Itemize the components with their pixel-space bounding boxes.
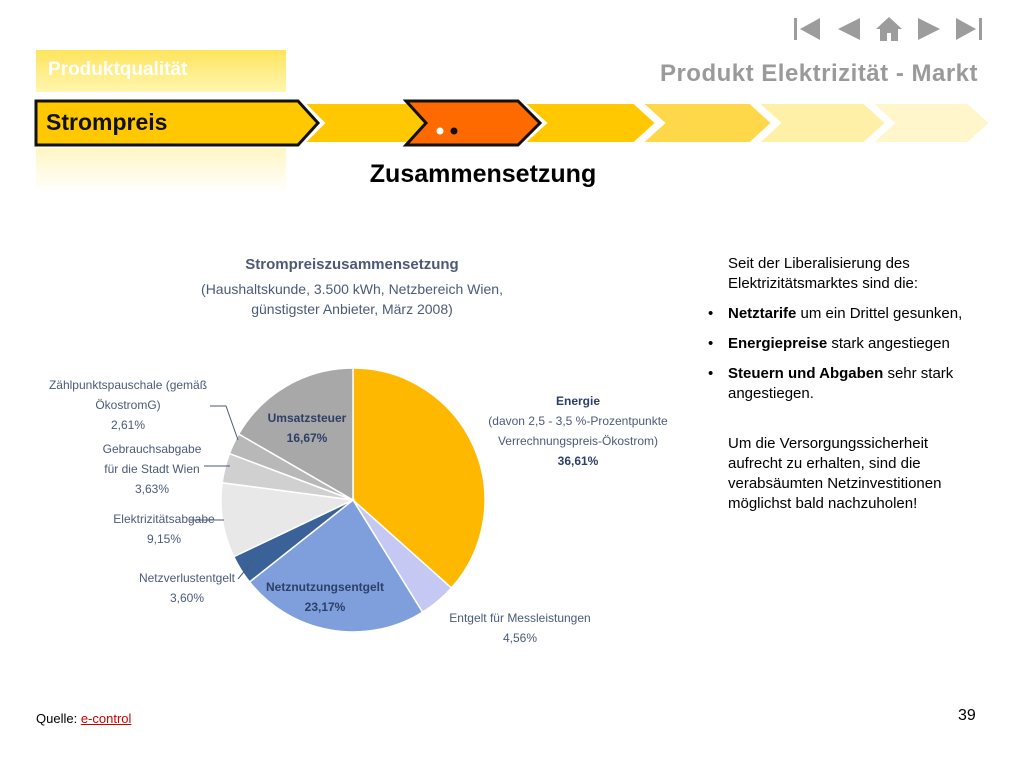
list-item: • Energiepreise stark angestiegen: [708, 335, 950, 352]
current-step-label: Strompreis: [46, 109, 168, 135]
source-link[interactable]: e-control: [80, 711, 132, 726]
slice-label-line: 9,15%: [147, 532, 181, 546]
slice-label-line: für die Stadt Wien: [104, 462, 199, 476]
leader-line: [210, 405, 239, 441]
slice-label: Umsatzsteuer 16,67%: [268, 411, 347, 445]
slice-label-line: Zählpunktspauschale (gemäß: [49, 378, 207, 392]
chevron-step-1[interactable]: [34, 99, 321, 147]
bullet-text: um ein Drittel gesunken,: [796, 305, 963, 322]
source-label: Quelle:: [36, 711, 81, 726]
bullet-bold: Energiepreise: [728, 335, 828, 352]
slice-label-line: 16,67%: [287, 431, 328, 445]
slice-label-line: 3,63%: [135, 482, 169, 496]
first-page-icon[interactable]: [792, 14, 822, 44]
chevron-step-4[interactable]: [521, 102, 658, 144]
slice-label-line: 23,17%: [305, 600, 346, 614]
progress-chevrons: [34, 99, 992, 147]
home-icon[interactable]: [874, 14, 904, 44]
slice-label-line: Umsatzsteuer: [268, 411, 347, 425]
bullet-text: stark angestiegen: [827, 335, 950, 352]
slice-label-line: ÖkostromG): [95, 398, 160, 412]
list-item: • Steuern und Abgaben sehr stark angestie…: [708, 365, 954, 402]
pie-slice: [237, 367, 354, 502]
slice-label-line: Netzverlustentgelt: [139, 571, 236, 585]
slice-label-line: Netznutzungsentgelt: [266, 580, 384, 594]
slice-label-line: (davon 2,5 - 3,5 %-Prozentpunkte: [488, 414, 668, 428]
intro-text: Seit der Liberalisierung des Elektrizitä…: [728, 255, 919, 292]
section-tab: Produktqualität: [36, 50, 286, 92]
slice-label: Elektrizitätsabgabe 9,15%: [113, 512, 215, 546]
next-page-icon[interactable]: [916, 14, 944, 44]
previous-page-icon[interactable]: [834, 14, 862, 44]
bullet-text: sehr stark angestiegen.: [728, 365, 954, 402]
slice-label-line: 36,61%: [558, 454, 599, 468]
slice-label: Gebrauchsabgabe für die Stadt Wien 3,63%: [103, 442, 202, 496]
slice-label-line: Verrechnungspreis-Ökostrom): [498, 434, 658, 448]
slice-label-line: 4,56%: [503, 631, 537, 645]
header-title: Produkt Elektrizität - Markt: [659, 60, 978, 87]
chevron-step-5[interactable]: [639, 102, 774, 144]
slice-label-line: 2,61%: [111, 418, 145, 432]
bullet-bold: Netztarife: [728, 305, 797, 322]
slice-label: Energie (davon 2,5 - 3,5 %-Prozentpunkte V…: [488, 394, 668, 468]
chart-title: Strompreiszusammensetzung: [245, 256, 459, 273]
slice-label: Netzverlustentgelt 3,60%: [139, 571, 236, 605]
chart-subtitle-line-2: günstigster Anbieter, März 2008): [251, 301, 453, 317]
active-step-dot-2: [450, 127, 458, 135]
slice-label-line: Gebrauchsabgabe: [103, 442, 202, 456]
header-fade: [36, 148, 286, 194]
page-title: Zusammensetzung: [369, 160, 597, 188]
slice-label: Zählpunktspauschale (gemäß ÖkostromG) 2,61…: [49, 378, 207, 432]
chevron-step-7[interactable]: [869, 102, 992, 144]
source-note: Quelle: e-control: [36, 711, 131, 726]
active-step-dot-1: [436, 127, 444, 135]
bullet-bold: Steuern und Abgaben: [728, 365, 884, 382]
pie-slice: [352, 367, 486, 590]
pie-chart: Energie (davon 2,5 - 3,5 %-Prozentpunkte V…: [49, 367, 668, 645]
text-panel: Seit der Liberalisierung des Elektrizitä…: [706, 254, 986, 524]
slice-label: Entgelt für Messleistungen 4,56%: [449, 611, 590, 645]
slice-label-line: Energie: [556, 394, 600, 408]
slice-label-line: Entgelt für Messleistungen: [449, 611, 590, 625]
last-page-icon[interactable]: [954, 14, 984, 44]
chevron-step-6[interactable]: [755, 102, 888, 144]
slice-label-line: Elektrizitätsabgabe: [113, 512, 215, 526]
slice-label-line: 3,60%: [170, 591, 204, 605]
pie-slice: [248, 498, 424, 633]
leader-line: [237, 561, 253, 580]
slice-label: Netznutzungsentgelt 23,17%: [266, 580, 384, 614]
slide-navigation: [790, 14, 990, 46]
page-number: 39: [958, 707, 976, 724]
outro-text: Um die Versorgungssicherheit aufrecht zu…: [728, 435, 942, 512]
list-item: • Netztarife um ein Drittel gesunken,: [708, 305, 963, 322]
change-list: • Netztarife um ein Drittel gesunken, • En…: [706, 304, 986, 404]
section-tab-label: Produktqualität: [48, 59, 188, 80]
chart-subtitle-line-1: (Haushaltskunde, 3.500 kWh, Netzbereich …: [201, 281, 503, 297]
